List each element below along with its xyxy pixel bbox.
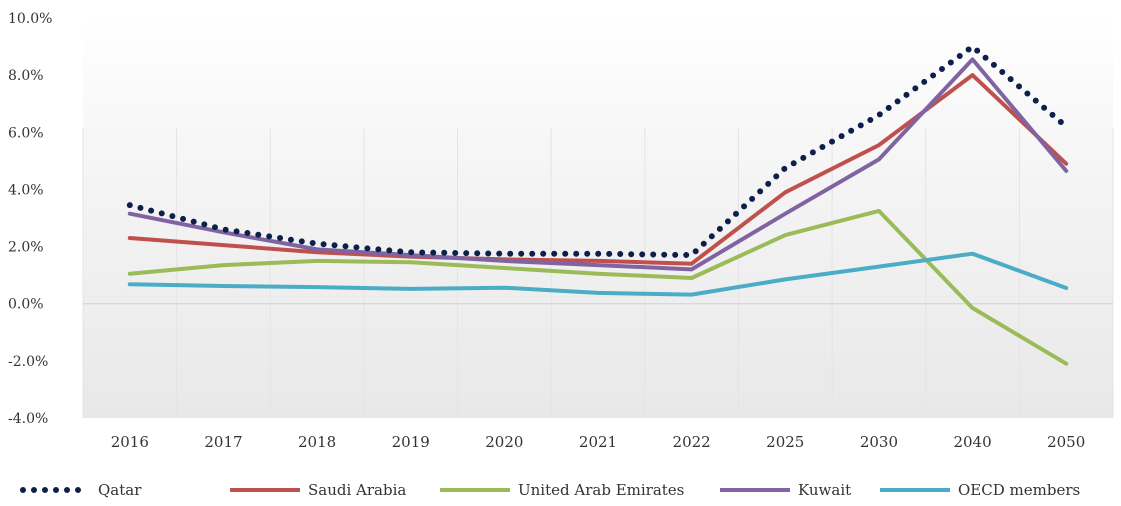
series-line-qatar [126,43,1070,259]
x-tick-label: 2016 [111,433,149,451]
y-tick-label: 10.0% [8,11,52,27]
series-line-saudi-arabia [127,73,1069,266]
x-tick-label: 2030 [860,433,898,451]
series-line-united-arab-emirates [127,208,1069,366]
y-tick-label: 8.0% [8,68,44,84]
y-tick-label: 4.0% [8,182,44,198]
y-tick-label: 2.0% [8,240,44,256]
x-tick-label: 2022 [673,433,711,451]
legend-label: Saudi Arabia [308,481,406,499]
x-tick-label: 2021 [579,433,617,451]
legend-item-qatar: Qatar [20,481,142,499]
series-line-kuwait [127,57,1069,272]
y-tick-label: 0.0% [8,297,44,313]
x-tick-label: 2017 [204,433,242,451]
legend: Qatar Saudi Arabia United Arab Emirates Kuw… [20,481,1080,499]
legend-label: Kuwait [798,481,851,499]
x-tick-label: 2019 [392,433,430,451]
grid-lines [82,128,1114,418]
x-tick-label: 2040 [953,433,991,451]
legend-label: Qatar [98,481,142,499]
legend-item-kuwait: Kuwait [720,481,851,499]
y-tick-label: 6.0% [8,125,44,141]
legend-label: OECD members [958,481,1080,499]
legend-item-saudi-arabia: Saudi Arabia [230,481,406,499]
y-tick-label: -4.0% [8,411,48,427]
x-tick-label: 2025 [766,433,804,451]
series-lines [126,43,1070,366]
x-axis: 2016 2017 2018 2019 2020 2021 2022 2025 2030 2040… [111,433,1086,451]
legend-label: United Arab Emirates [518,481,684,499]
x-tick-label: 2018 [298,433,336,451]
series-line-oecd-members [127,251,1069,297]
y-axis: 10.0% 8.0% 6.0% 4.0% 2.0% 0.0% -2.0% -4.0% [8,11,52,427]
legend-item-united-arab-emirates: United Arab Emirates [440,481,684,499]
y-tick-label: -2.0% [8,354,48,370]
legend-item-oecd-members: OECD members [880,481,1080,499]
x-tick-label: 2050 [1047,433,1085,451]
x-tick-label: 2020 [485,433,523,451]
plot-background [83,18,1113,418]
